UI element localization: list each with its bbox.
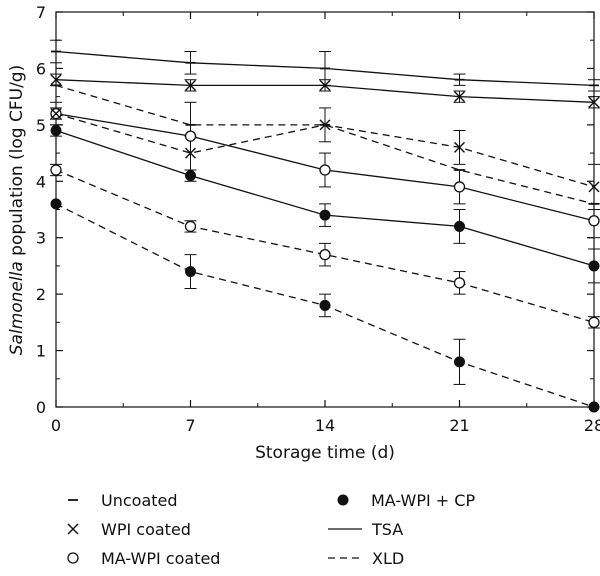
x-axis-label: Storage time (d) bbox=[255, 443, 395, 463]
legend-label: WPI coated bbox=[101, 520, 191, 539]
data-point bbox=[588, 181, 600, 193]
x-tick-label: 14 bbox=[315, 416, 335, 435]
legend-item: TSA bbox=[328, 520, 403, 539]
y-tick-label: 3 bbox=[36, 229, 46, 248]
cross-stroke bbox=[50, 74, 62, 86]
x-tick-label: 0 bbox=[51, 416, 61, 435]
legend-marker bbox=[337, 494, 349, 506]
data-point bbox=[454, 220, 465, 232]
data-point bbox=[185, 170, 196, 182]
x-tick-label: 21 bbox=[449, 416, 469, 435]
series-line-6 bbox=[55, 169, 595, 324]
legend-item: MA-WPI coated bbox=[67, 549, 220, 568]
data-point bbox=[454, 356, 465, 368]
data-point bbox=[319, 299, 331, 311]
data-point bbox=[184, 130, 197, 142]
legend-item: MA-WPI + CP bbox=[337, 491, 475, 510]
y-tick-label: 7 bbox=[36, 3, 46, 22]
data-point bbox=[588, 215, 600, 227]
cross-stroke bbox=[454, 141, 465, 153]
data-point bbox=[453, 277, 466, 289]
data-point bbox=[453, 181, 466, 193]
data-point bbox=[185, 147, 196, 159]
y-tick-label: 6 bbox=[36, 59, 46, 78]
y-tick-label: 0 bbox=[36, 398, 46, 417]
legend-label: TSA bbox=[371, 520, 403, 539]
data-point bbox=[50, 108, 62, 120]
x-tick-label: 7 bbox=[185, 416, 195, 435]
cross-stroke bbox=[319, 79, 331, 91]
cross-stroke bbox=[185, 147, 196, 159]
data-point bbox=[588, 96, 600, 108]
legend: Uncoated WPI coated MA-WPI coated MA-WPI + … bbox=[67, 491, 475, 568]
data-point bbox=[185, 79, 196, 91]
data-point bbox=[454, 141, 465, 153]
y-tick-label: 1 bbox=[36, 342, 46, 361]
y-axis-label: Salmonella population (log CFU/g) bbox=[7, 65, 27, 355]
data-point bbox=[319, 79, 331, 91]
legend-marker bbox=[67, 552, 79, 564]
legend-label: Uncoated bbox=[101, 491, 178, 510]
cross-stroke bbox=[588, 181, 600, 193]
cross-stroke bbox=[319, 119, 331, 131]
y-tick-label: 2 bbox=[36, 285, 46, 304]
x-tick-label: 28 bbox=[584, 416, 600, 435]
series-layer bbox=[55, 50, 595, 408]
axis-ticks: 0 7 14 21 28 0 1 2 3 4 5 6 7 bbox=[36, 3, 600, 435]
data-point bbox=[50, 125, 62, 136]
legend-marker bbox=[67, 523, 79, 535]
data-point bbox=[50, 74, 62, 86]
data-point bbox=[319, 164, 331, 176]
data-point bbox=[588, 316, 600, 329]
cross-stroke bbox=[454, 91, 465, 103]
cross-stroke bbox=[50, 108, 62, 120]
legend-item: Uncoated bbox=[68, 491, 178, 510]
legend-label: MA-WPI coated bbox=[101, 549, 220, 568]
data-point bbox=[184, 220, 197, 233]
cross-stroke bbox=[588, 96, 600, 108]
data-point bbox=[185, 266, 196, 278]
legend-item: XLD bbox=[328, 549, 404, 568]
markers-layer bbox=[50, 39, 600, 413]
data-point bbox=[454, 91, 465, 103]
legend-label: XLD bbox=[372, 549, 404, 568]
y-tick-label: 4 bbox=[36, 172, 46, 191]
data-point bbox=[588, 401, 600, 413]
series-line-4 bbox=[55, 84, 595, 205]
y-axis-label-rest: population (log CFU/g) bbox=[7, 65, 27, 261]
data-point bbox=[319, 209, 331, 221]
data-point bbox=[319, 248, 331, 261]
y-axis-label-italic: Salmonella bbox=[7, 261, 27, 355]
legend-label: MA-WPI + CP bbox=[371, 491, 475, 510]
legend-item: WPI coated bbox=[67, 520, 191, 539]
cross-stroke bbox=[185, 79, 196, 91]
y-tick-label: 5 bbox=[36, 116, 46, 135]
data-point bbox=[50, 164, 62, 176]
cross-stroke bbox=[67, 523, 79, 535]
data-point bbox=[588, 260, 600, 272]
data-point bbox=[50, 198, 62, 210]
data-point bbox=[319, 119, 331, 131]
